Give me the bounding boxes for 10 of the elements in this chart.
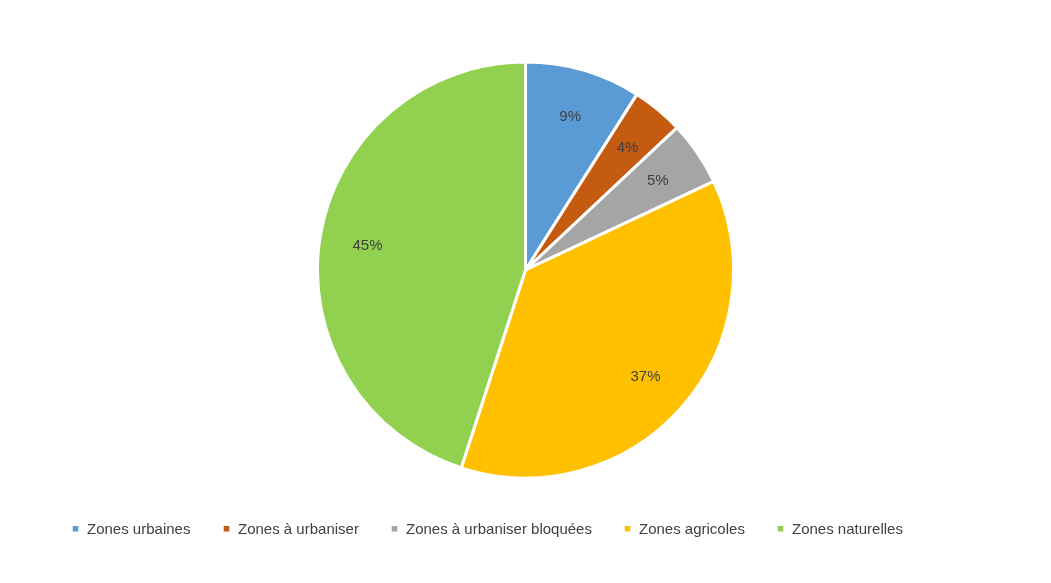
data-label: 9% [559,107,581,125]
legend-label: Zones agricoles [639,519,745,537]
legend-label: Zones naturelles [792,519,903,537]
data-label: 37% [630,366,661,384]
legend-label: Zones urbaines [87,519,191,537]
data-label: 4% [616,137,639,155]
legend-label: Zones à urbaniser bloquées [406,519,592,537]
data-label: 5% [646,171,669,189]
legend-label: Zones à urbaniser [238,519,359,537]
data-label: 45% [352,235,383,253]
